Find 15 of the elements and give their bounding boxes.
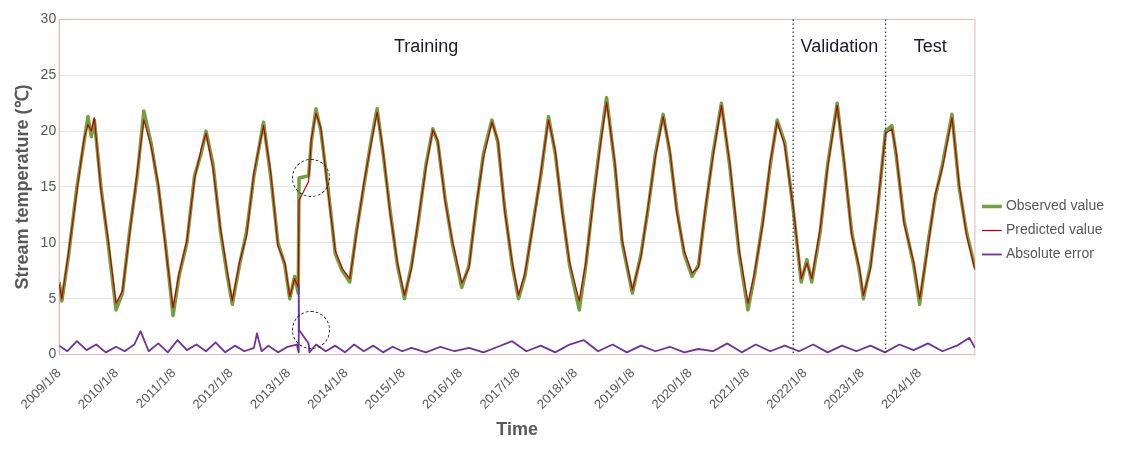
- y-axis-title: Stream temperature (℃): [11, 84, 32, 290]
- legend-label: Observed value: [1005, 197, 1105, 214]
- y-tick-label: 10: [40, 233, 57, 250]
- annotation: Test: [913, 36, 947, 57]
- y-tick-label: 0: [48, 345, 57, 362]
- y-tick-label: 20: [40, 121, 57, 138]
- annotation: Training: [394, 36, 459, 57]
- annotation: Validation: [800, 36, 879, 57]
- y-tick-label: 5: [48, 289, 57, 306]
- y-tick-label: 15: [40, 177, 57, 194]
- x-axis-title: Time: [496, 419, 538, 440]
- legend-label: Absolute error: [1005, 245, 1095, 262]
- y-tick-label: 30: [40, 10, 57, 27]
- legend-label: Predicted value: [1005, 221, 1103, 238]
- y-tick-label: 25: [40, 66, 57, 83]
